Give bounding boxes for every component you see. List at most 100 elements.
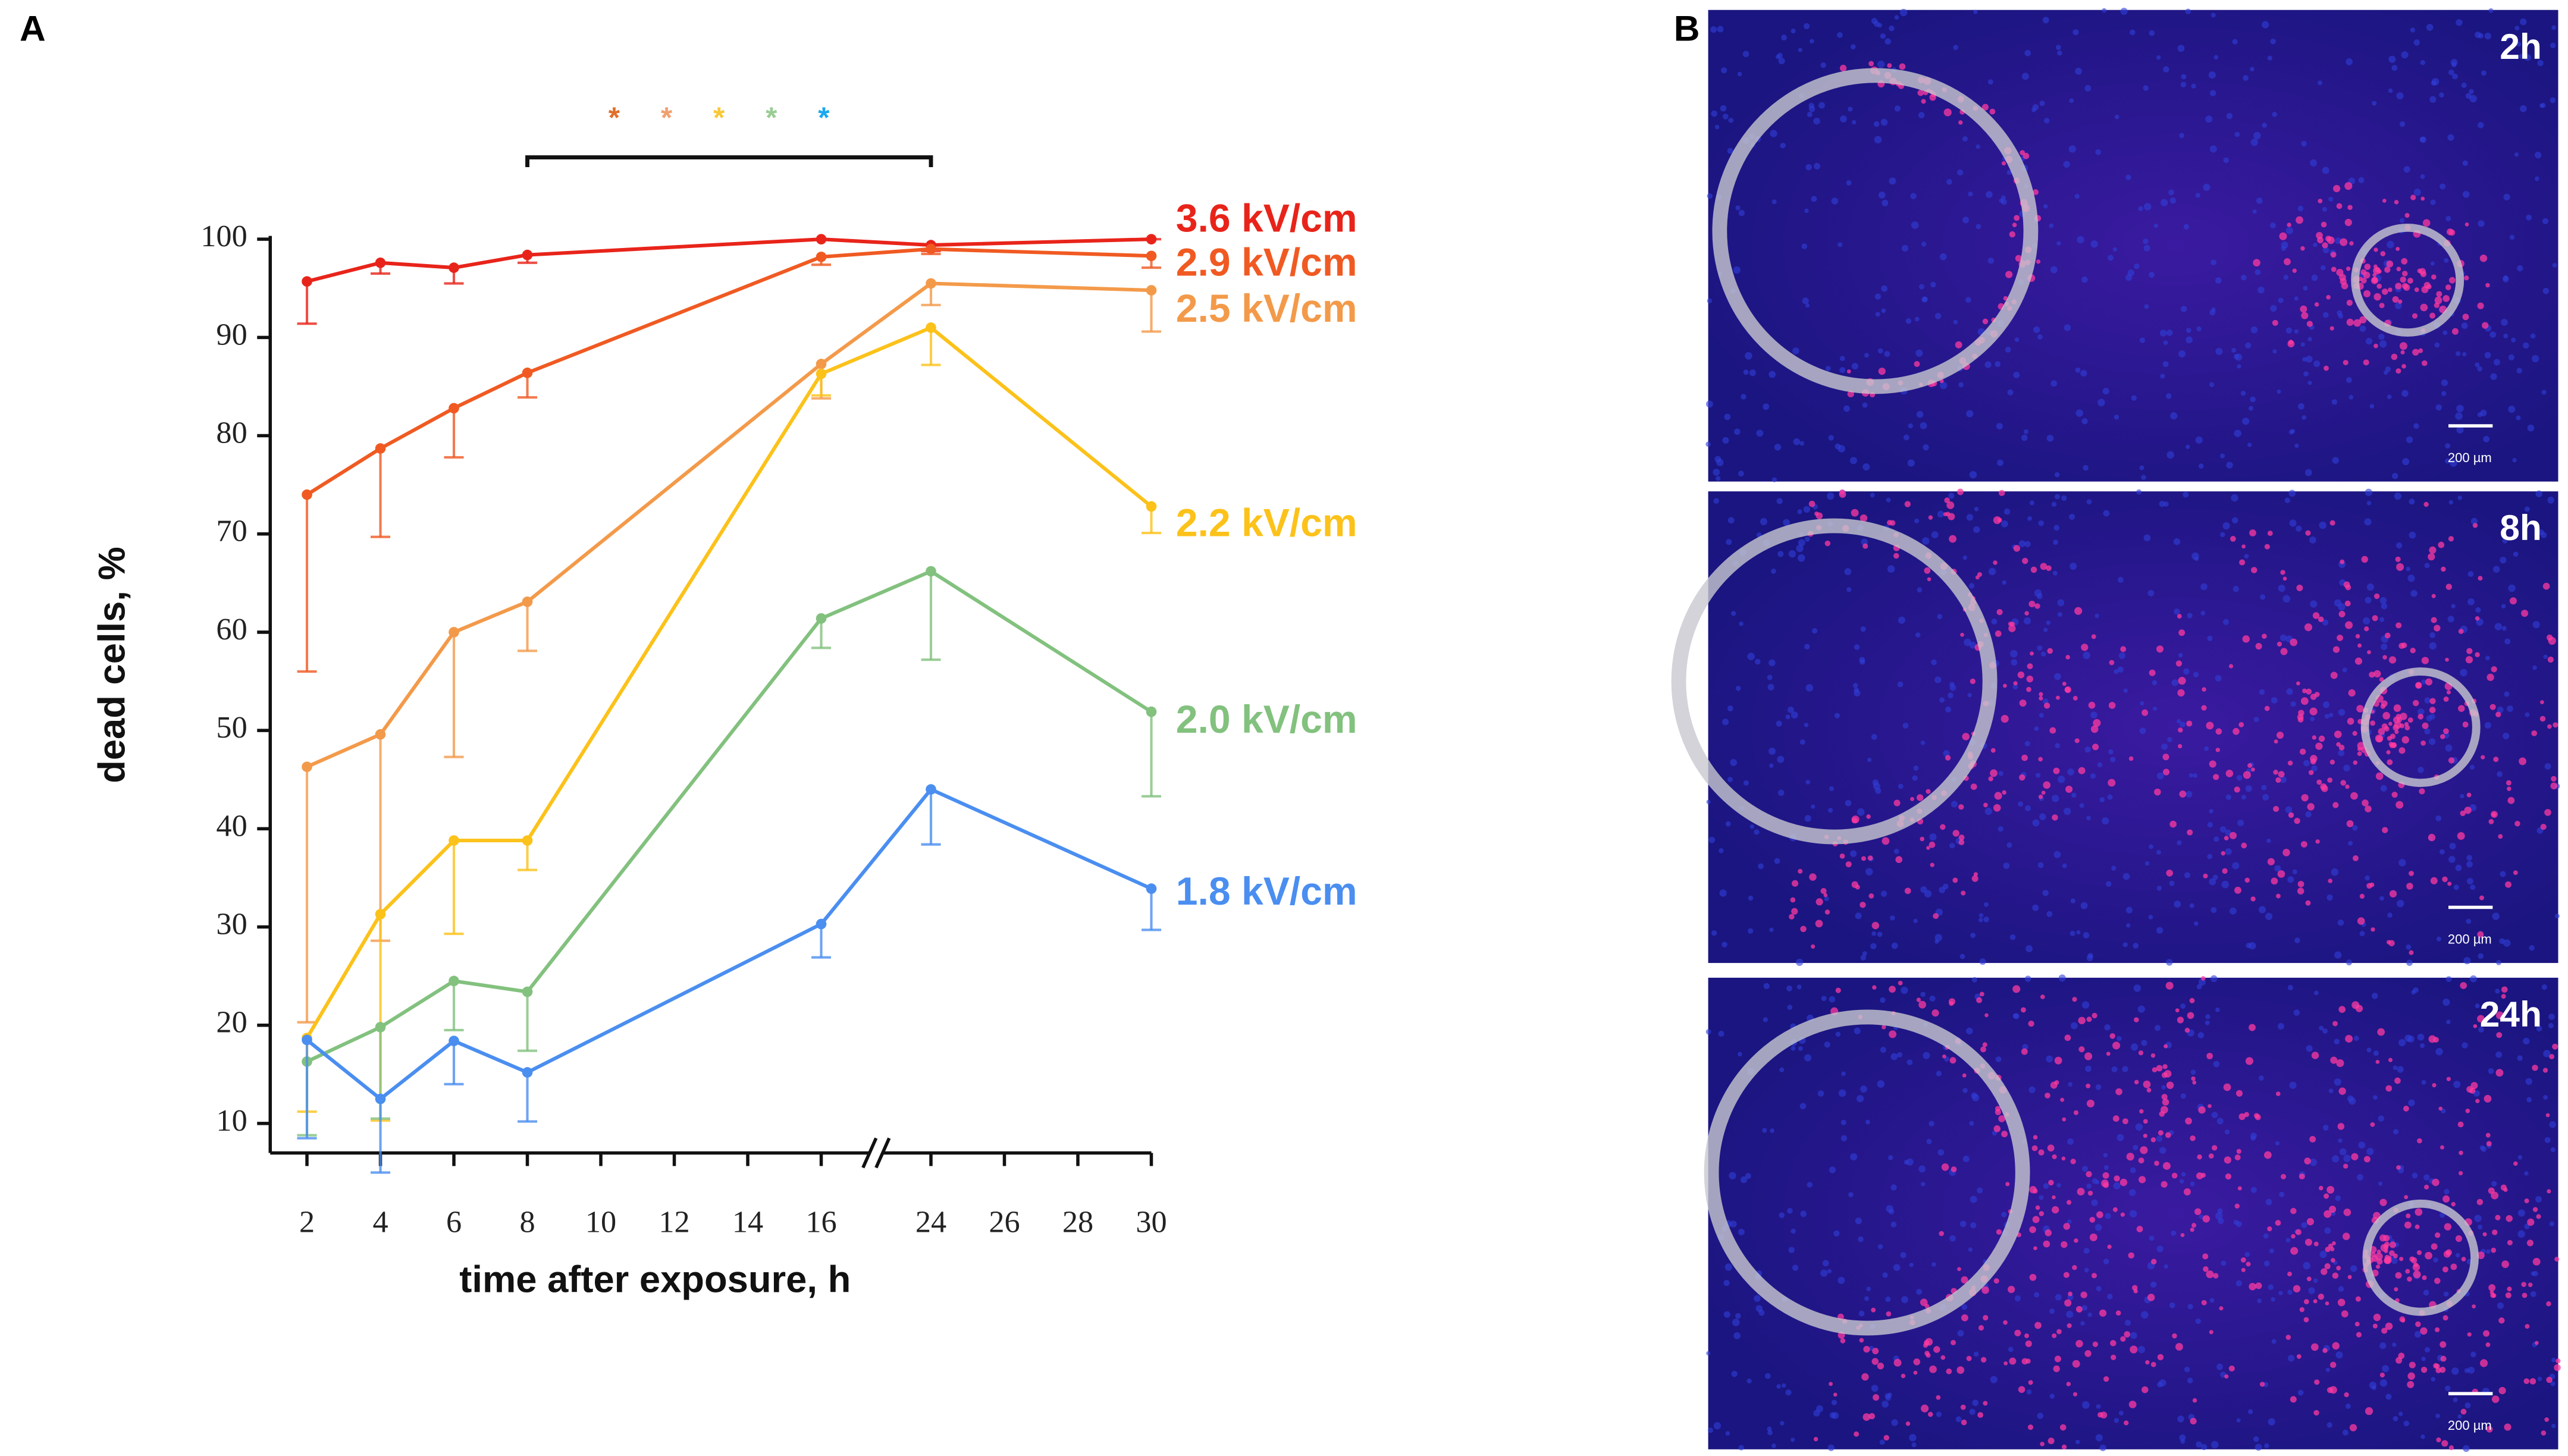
nucleus — [1733, 1332, 1741, 1339]
dead-cell — [2395, 556, 2401, 563]
point — [375, 258, 386, 268]
dead-cell — [2318, 199, 2323, 203]
nucleus — [1995, 1056, 2002, 1062]
dead-cell — [1889, 520, 1896, 526]
dead-cell — [2372, 615, 2378, 622]
nucleus — [1749, 369, 1756, 376]
nucleus — [2199, 1214, 2204, 1219]
nucleus — [2542, 218, 2549, 224]
nucleus — [2105, 881, 2112, 887]
dead-cell — [2077, 1188, 2085, 1196]
nucleus — [2464, 1368, 2470, 1373]
nucleus — [1827, 1269, 1832, 1273]
nucleus — [2343, 1154, 2351, 1162]
dead-cell — [2410, 194, 2416, 200]
dead-cell — [1966, 1355, 1972, 1361]
nucleus — [1958, 382, 1964, 388]
nucleus — [2037, 862, 2044, 868]
nucleus — [2253, 131, 2261, 140]
nucleus — [1988, 567, 1996, 576]
dead-cell — [2544, 809, 2551, 816]
nucleus — [2055, 1294, 2062, 1301]
dead-cell — [1973, 872, 1978, 877]
dead-cell — [2025, 1340, 2032, 1347]
dead-cell — [2145, 1360, 2150, 1365]
point — [816, 252, 827, 262]
x-tick-label: 14 — [732, 1205, 763, 1240]
point — [522, 368, 533, 378]
dead-cell — [2086, 1171, 2092, 1178]
nucleus — [2387, 912, 2393, 918]
dead-cell — [2237, 1186, 2242, 1191]
dead-cell — [2442, 295, 2450, 302]
dead-cell — [2186, 720, 2193, 727]
dead-cell — [2326, 294, 2331, 300]
nucleus — [1920, 740, 1926, 745]
nucleus — [2429, 642, 2437, 650]
nucleus — [2204, 746, 2209, 751]
dead-cell — [1851, 881, 1858, 888]
nucleus — [1754, 1295, 1761, 1302]
nucleus — [2403, 166, 2410, 173]
nucleus — [1851, 120, 1857, 125]
dead-cell — [2295, 1229, 2302, 1235]
nucleus — [2027, 516, 2032, 521]
nucleus — [2535, 176, 2539, 181]
dead-cell — [2333, 185, 2341, 193]
dead-cell — [2040, 1442, 2045, 1446]
dead-cell — [2380, 704, 2386, 709]
dead-cell — [2534, 1341, 2539, 1345]
nucleus — [1914, 316, 1920, 322]
nucleus — [1731, 1370, 1738, 1377]
nucleus — [1779, 1067, 1785, 1072]
nucleus — [2488, 1068, 2494, 1074]
nucleus — [1857, 808, 1865, 816]
dead-cell — [2190, 1135, 2196, 1141]
nucleus — [2220, 453, 2225, 459]
dead-cell — [2389, 890, 2397, 898]
nucleus — [1965, 297, 1971, 303]
dead-cell — [2324, 1210, 2332, 1218]
dead-cell — [2542, 1068, 2548, 1073]
nucleus — [2003, 862, 2010, 869]
nucleus — [1860, 955, 1867, 961]
dead-cell — [2112, 1207, 2118, 1212]
nucleus — [2099, 797, 2105, 803]
dead-cell — [2027, 1424, 2034, 1430]
dead-cell — [2412, 349, 2419, 356]
nucleus — [2262, 21, 2269, 29]
dead-cell — [2363, 359, 2369, 366]
dead-cell — [2019, 699, 2027, 707]
nucleus — [2387, 394, 2392, 399]
dead-cell — [2128, 756, 2134, 761]
nucleus — [2258, 906, 2266, 914]
nucleus — [1893, 1264, 1901, 1271]
nucleus — [2382, 1365, 2390, 1373]
nucleus — [2218, 1217, 2224, 1225]
dead-cell — [2522, 1292, 2528, 1298]
nucleus — [2110, 757, 2116, 762]
nucleus — [2524, 506, 2530, 512]
nucleus — [2008, 1347, 2014, 1353]
dead-cell — [2183, 1188, 2191, 1195]
nucleus — [2159, 1147, 2166, 1154]
dead-cell — [2462, 313, 2469, 321]
nucleus — [1969, 470, 1977, 479]
dead-cell — [2162, 1162, 2171, 1170]
nucleus — [2480, 409, 2487, 416]
nucleus — [2322, 619, 2329, 626]
nucleus — [1762, 1128, 1767, 1133]
nucleus — [2271, 697, 2278, 704]
nucleus — [1999, 198, 2004, 203]
nucleus — [2183, 491, 2189, 498]
nucleus — [2366, 1047, 2372, 1053]
dead-cell — [1958, 120, 1963, 125]
dead-cell — [1913, 1370, 1918, 1375]
nucleus — [1884, 351, 1890, 357]
dead-cell — [2325, 1301, 2329, 1306]
dead-cell — [2443, 1250, 2451, 1258]
dead-cell — [2222, 868, 2228, 874]
nucleus — [2365, 338, 2373, 345]
nucleus — [2247, 443, 2252, 447]
dead-cell — [2297, 881, 2304, 887]
